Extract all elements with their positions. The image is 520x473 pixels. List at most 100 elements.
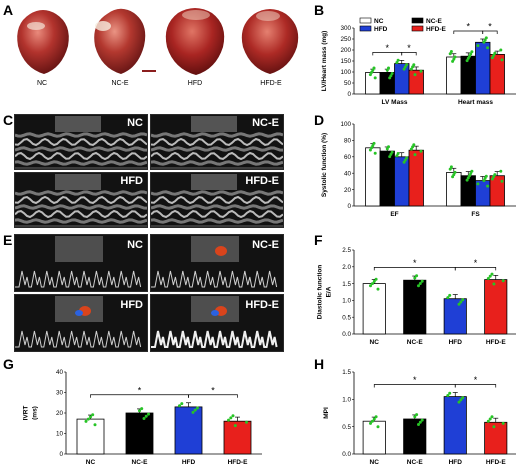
data-dot xyxy=(142,417,146,420)
chart-g-svg: 0 10 20 30 40 IVRT (ms) NC NC-E HFD HFD-E * * xyxy=(23,369,262,466)
data-dot xyxy=(373,151,377,155)
mmode-band xyxy=(151,204,283,210)
data-dot xyxy=(396,152,400,155)
data-dot xyxy=(403,158,407,162)
photo-label-nc: NC xyxy=(36,80,48,87)
mmode-band xyxy=(15,132,147,138)
panel-letter-a: A xyxy=(3,2,14,18)
echo-mmode-hfd: HFD xyxy=(14,172,148,228)
data-dot xyxy=(368,148,372,152)
data-dot xyxy=(448,52,452,56)
color-doppler-blob xyxy=(211,310,219,316)
mmode-trace-icon xyxy=(15,174,147,227)
data-dot xyxy=(488,274,492,278)
y-tick-label: 0 xyxy=(347,203,351,210)
x-category-label: HFD-E xyxy=(486,339,507,346)
data-dot xyxy=(448,391,452,395)
data-dot xyxy=(385,147,389,151)
data-dot xyxy=(178,404,181,408)
y-tick-label: 0.0 xyxy=(342,451,351,458)
mmode-band xyxy=(151,137,283,147)
echo-mmode-nc-e: NC-E xyxy=(150,114,284,170)
data-dot xyxy=(388,76,392,80)
data-dot xyxy=(193,408,197,412)
y-tick-label: 40 xyxy=(56,369,64,376)
y-tick-label: 2.0 xyxy=(342,264,351,271)
panel-letter-c: C xyxy=(3,112,14,128)
data-dot xyxy=(370,419,374,423)
data-dot xyxy=(492,54,496,57)
chart-f-svg: 0.0 0.5 1.0 1.5 2.0 2.5 Diastolic function E/A N… xyxy=(317,247,516,346)
x-category-label: HFD xyxy=(182,459,196,466)
data-dot xyxy=(370,146,374,150)
doppler-waveform xyxy=(151,270,278,288)
y-tick-label: 0.5 xyxy=(342,314,351,321)
data-dot xyxy=(492,425,496,429)
echo-doppler-hfd-e: HFD-E xyxy=(150,294,284,352)
chart-d-systolic-function: 0 20 40 60 80 100 Systolic function (%) EF FS xyxy=(312,116,518,226)
mmode-band xyxy=(151,195,283,205)
data-dot xyxy=(372,279,376,283)
data-dot xyxy=(419,69,423,73)
x-category-label: LV Mass xyxy=(382,99,408,106)
data-dot xyxy=(493,173,497,177)
y-tick-label: 20 xyxy=(344,187,352,194)
data-dot xyxy=(486,419,490,423)
mmode-band xyxy=(151,146,283,152)
mmode-trace-icon xyxy=(15,116,147,169)
y-axis-label: Systolic function (%) xyxy=(321,133,328,197)
y-axis-label: IVRT xyxy=(23,406,30,421)
heart-photo-nc-e xyxy=(94,8,146,75)
chart-f-diastolic-function: 0.0 0.5 1.0 1.5 2.0 2.5 Diastolic function E/A N… xyxy=(312,234,518,354)
data-dot xyxy=(452,57,456,61)
echo-inset-image xyxy=(191,116,237,132)
data-dot xyxy=(415,413,419,417)
echo-inset-image xyxy=(55,116,101,132)
color-doppler-blob xyxy=(215,246,227,256)
bar-2 xyxy=(174,406,203,455)
data-dot xyxy=(488,417,492,421)
data-dot xyxy=(490,177,494,181)
mmode-band xyxy=(15,195,147,205)
photo-label-hfd-e: HFD-E xyxy=(260,80,282,87)
doppler-waveform xyxy=(15,270,142,288)
mmode-band xyxy=(151,151,283,161)
data-dot xyxy=(448,293,452,297)
mmode-band xyxy=(15,137,147,147)
data-dot xyxy=(368,73,372,77)
data-dot xyxy=(84,419,88,423)
data-dot xyxy=(468,174,471,178)
bar-3 xyxy=(408,149,424,207)
data-dot xyxy=(418,420,422,424)
data-dot xyxy=(486,46,490,50)
echo-label: HFD xyxy=(120,175,143,187)
y-tick-label: 1.5 xyxy=(342,369,351,376)
data-dot xyxy=(459,398,463,402)
significance-star: * xyxy=(488,22,492,32)
data-dot xyxy=(483,38,487,42)
y-tick-label: 300 xyxy=(340,25,351,32)
panel-letter-h: H xyxy=(314,356,325,372)
data-dot xyxy=(86,417,90,421)
bar-3 xyxy=(408,69,424,95)
echo-inset-image xyxy=(55,236,103,262)
doppler-trace-icon xyxy=(15,236,142,288)
data-dot xyxy=(419,149,423,153)
y-axis-label: (ms) xyxy=(32,406,39,420)
mmode-band xyxy=(15,218,147,224)
data-dot xyxy=(144,414,148,418)
data-dot xyxy=(372,141,376,145)
mmode-band xyxy=(151,209,283,219)
mmode-band xyxy=(15,146,147,152)
data-dot xyxy=(395,61,399,64)
data-dot xyxy=(453,55,457,59)
bar-2 xyxy=(443,396,467,455)
data-dot xyxy=(446,394,450,397)
data-dot xyxy=(465,59,469,63)
data-dot xyxy=(402,67,406,71)
data-dot xyxy=(376,287,380,291)
chart-d-svg: 0 20 40 60 80 100 Systolic function (%) EF FS xyxy=(321,121,516,218)
echo-doppler-hfd: HFD xyxy=(14,294,148,352)
y-tick-label: 0.5 xyxy=(342,424,351,431)
data-dot xyxy=(459,300,463,304)
